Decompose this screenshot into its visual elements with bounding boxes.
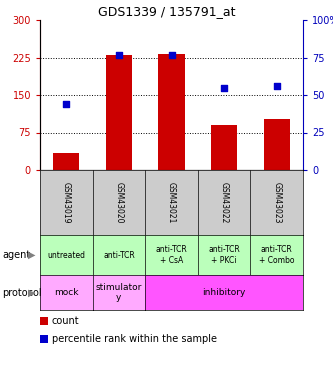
Text: mock: mock (54, 288, 79, 297)
Point (64, 101, 69, 107)
Point (169, 51, 174, 57)
Text: GSM43022: GSM43022 (219, 182, 228, 223)
Text: ▶: ▶ (28, 250, 36, 260)
Text: count: count (52, 316, 80, 326)
Text: GSM43021: GSM43021 (167, 182, 176, 223)
Text: anti-TCR: anti-TCR (103, 251, 135, 260)
Text: inhibitory: inhibitory (202, 288, 246, 297)
Text: percentile rank within the sample: percentile rank within the sample (52, 334, 217, 344)
Text: anti-TCR
+ PKCi: anti-TCR + PKCi (208, 245, 240, 265)
Text: agent: agent (2, 250, 30, 260)
Text: anti-TCR
+ Combo: anti-TCR + Combo (259, 245, 294, 265)
Bar (159, 54, 185, 170)
Text: GSM43019: GSM43019 (62, 182, 71, 223)
Point (221, 84, 227, 90)
Text: GSM43023: GSM43023 (272, 182, 281, 223)
Point (274, 83, 279, 89)
Text: GDS1339 / 135791_at: GDS1339 / 135791_at (98, 5, 235, 18)
Text: stimulator
y: stimulator y (96, 283, 142, 302)
Bar (263, 118, 290, 170)
Bar (211, 125, 237, 170)
Text: GSM43020: GSM43020 (115, 182, 124, 223)
Bar (106, 55, 132, 170)
Text: ▶: ▶ (28, 288, 36, 297)
Text: anti-TCR
+ CsA: anti-TCR + CsA (156, 245, 187, 265)
Text: untreated: untreated (47, 251, 85, 260)
Bar (53, 153, 80, 170)
Point (116, 51, 122, 57)
Text: protocol: protocol (2, 288, 42, 297)
